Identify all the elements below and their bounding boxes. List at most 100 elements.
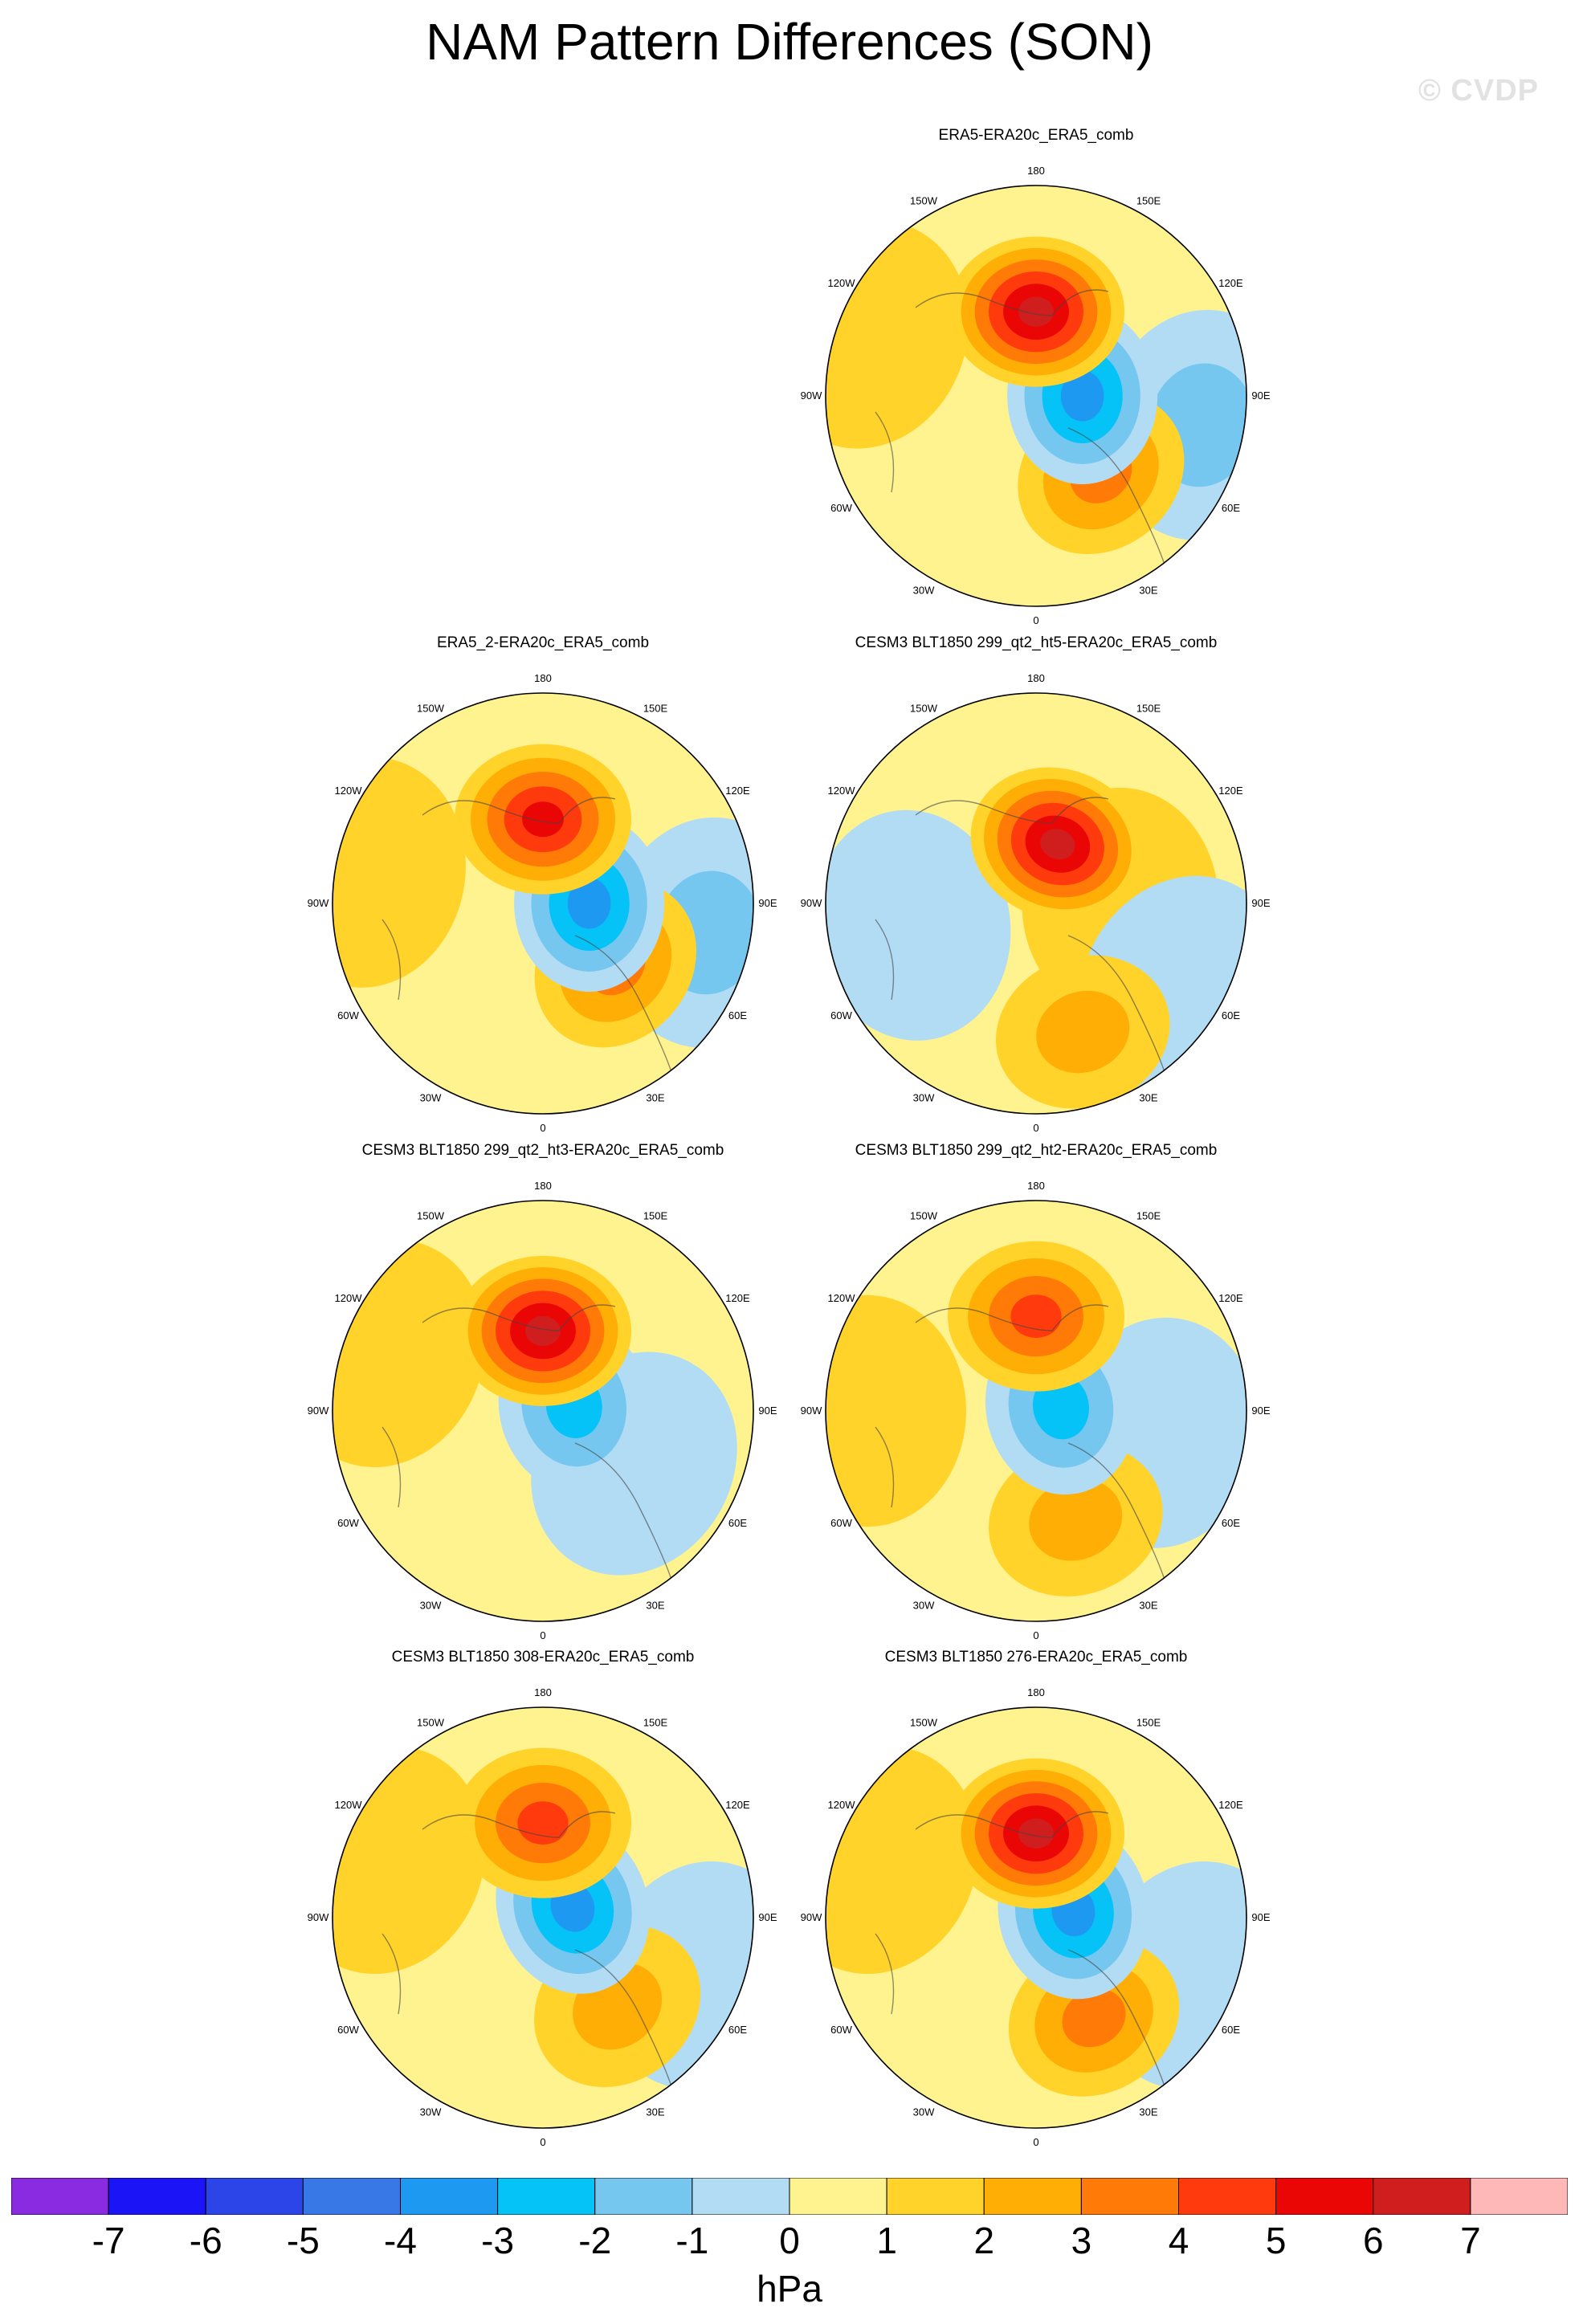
colorbar-tick-label: 3 xyxy=(1071,2220,1092,2261)
polar-map: 180 150E 120E 90E 60E 30E 0 30W 60W 90W 120W 150W xyxy=(801,672,1271,1134)
positive-anomaly-contour xyxy=(826,221,969,449)
longitude-label: 0 xyxy=(1033,614,1038,626)
negative-anomaly-contour xyxy=(1060,370,1104,422)
longitude-label: 120W xyxy=(828,277,856,289)
longitude-label: 120E xyxy=(1218,277,1243,289)
longitude-label: 90W xyxy=(801,389,822,402)
colorbar-tick-label: -7 xyxy=(92,2220,125,2261)
longitude-label: 30E xyxy=(646,2106,664,2118)
longitude-label: 150W xyxy=(910,1210,938,1222)
colorbar-tick-label: -1 xyxy=(675,2220,709,2261)
longitude-label: 60W xyxy=(830,1517,852,1529)
colorbar-tick-label: -5 xyxy=(286,2220,320,2261)
longitude-label: 120E xyxy=(725,1292,750,1304)
longitude-label: 180 xyxy=(1027,672,1045,684)
longitude-label: 150W xyxy=(417,1210,445,1222)
longitude-label: 150E xyxy=(1136,703,1161,715)
positive-anomaly-contour xyxy=(1018,1818,1054,1849)
longitude-label: 120E xyxy=(1218,1799,1243,1811)
coastline xyxy=(875,289,1165,565)
longitude-label: 30W xyxy=(913,1599,935,1611)
longitude-label: 120W xyxy=(828,1292,856,1304)
colorbar-swatch xyxy=(1373,2178,1471,2215)
longitude-label: 180 xyxy=(534,672,552,684)
colorbar-swatch xyxy=(205,2178,304,2215)
longitude-label: 120E xyxy=(725,1799,750,1811)
longitude-label: 60W xyxy=(337,2024,359,2036)
coastline xyxy=(875,1304,1165,1580)
polar-map: 180 150E 120E 90E 60E 30E 0 30W 60W 90W 120W 150W xyxy=(308,672,777,1134)
longitude-label: 60W xyxy=(830,502,852,514)
longitude-label: 150E xyxy=(1136,1717,1161,1729)
coastline xyxy=(875,1811,1165,2087)
map-boundary xyxy=(825,1200,1247,1622)
colorbar-tick-label: 6 xyxy=(1362,2220,1384,2261)
longitude-label: 0 xyxy=(540,2136,545,2148)
longitude-label: 150W xyxy=(417,703,445,715)
panel-title: ERA5_2-ERA20c_ERA5_comb xyxy=(436,634,650,651)
longitude-label: 90E xyxy=(758,897,777,909)
longitude-label: 60E xyxy=(1222,1009,1240,1021)
positive-anomaly-contour xyxy=(1036,990,1130,1074)
longitude-label: 90W xyxy=(308,1405,329,1417)
colorbar-swatch xyxy=(1178,2178,1277,2215)
map-boundary xyxy=(332,1200,754,1622)
longitude-label: 180 xyxy=(1027,1686,1045,1698)
coastline xyxy=(381,1304,672,1580)
longitude-label: 30W xyxy=(420,1091,442,1103)
positive-anomaly-contour xyxy=(1018,296,1054,327)
longitude-label: 90W xyxy=(308,897,329,909)
positive-anomaly-contour xyxy=(525,1315,561,1347)
longitude-label: 120W xyxy=(828,785,856,797)
colorbar-tick-label: -4 xyxy=(384,2220,417,2261)
panel-title: CESM3 BLT1850 299_qt2_ht3-ERA20c_ERA5_co… xyxy=(361,1142,724,1159)
colorbar-swatch xyxy=(1080,2178,1179,2215)
colorbar xyxy=(11,2178,1568,2215)
longitude-label: 150W xyxy=(910,1717,938,1729)
panel-title: CESM3 BLT1850 276-ERA20c_ERA5_comb xyxy=(884,1649,1188,1666)
longitude-label: 120E xyxy=(1218,1292,1243,1304)
longitude-label: 90E xyxy=(1251,897,1270,909)
colorbar-unit-label: hPa xyxy=(757,2268,822,2310)
coastline xyxy=(381,1811,672,2087)
colorbar-tick-label: 5 xyxy=(1265,2220,1287,2261)
longitude-label: 30W xyxy=(913,2106,935,2118)
positive-anomaly-contour xyxy=(826,1295,966,1527)
longitude-label: 60E xyxy=(728,1009,747,1021)
negative-anomaly-contour xyxy=(826,809,1011,1041)
longitude-label: 120W xyxy=(828,1799,856,1811)
longitude-label: 30W xyxy=(913,1091,935,1103)
coastline xyxy=(381,797,672,1073)
longitude-label: 150E xyxy=(1136,195,1161,207)
polar-map: 180 150E 120E 90E 60E 30E 0 30W 60W 90W 120W 150W xyxy=(801,1686,1271,2148)
positive-anomaly-contour xyxy=(1062,1988,1126,2048)
longitude-label: 150E xyxy=(643,1210,668,1222)
positive-anomaly-contour xyxy=(522,801,564,838)
positive-anomaly-contour xyxy=(1040,829,1075,860)
colorbar-tick-label: 2 xyxy=(973,2220,995,2261)
longitude-label: 150E xyxy=(643,1717,668,1729)
longitude-label: 60E xyxy=(728,2024,747,2036)
colorbar-tick-label: 0 xyxy=(779,2220,800,2261)
cvdp-watermark: © CVDP xyxy=(1418,74,1539,108)
positive-anomaly-contour xyxy=(333,756,466,988)
colorbar-swatch xyxy=(983,2178,1082,2215)
longitude-label: 60W xyxy=(830,2024,852,2036)
longitude-label: 0 xyxy=(1033,1122,1038,1134)
positive-anomaly-contour xyxy=(1010,1295,1062,1338)
longitude-label: 0 xyxy=(1033,2136,1038,2148)
colorbar-swatch xyxy=(400,2178,499,2215)
map-boundary xyxy=(332,692,754,1115)
map-boundary xyxy=(825,185,1247,607)
map-boundary xyxy=(332,1706,754,2129)
longitude-label: 90E xyxy=(758,1911,777,1923)
positive-anomaly-contour xyxy=(517,1801,569,1845)
panel-title: ERA5-ERA20c_ERA5_comb xyxy=(938,127,1134,144)
longitude-label: 90E xyxy=(758,1405,777,1417)
colorbar-tick-label: -3 xyxy=(481,2220,515,2261)
longitude-label: 60E xyxy=(1222,2024,1240,2036)
longitude-label: 90W xyxy=(801,897,822,909)
longitude-label: 120E xyxy=(725,785,750,797)
longitude-label: 120W xyxy=(335,1292,363,1304)
longitude-label: 60E xyxy=(728,1517,747,1529)
